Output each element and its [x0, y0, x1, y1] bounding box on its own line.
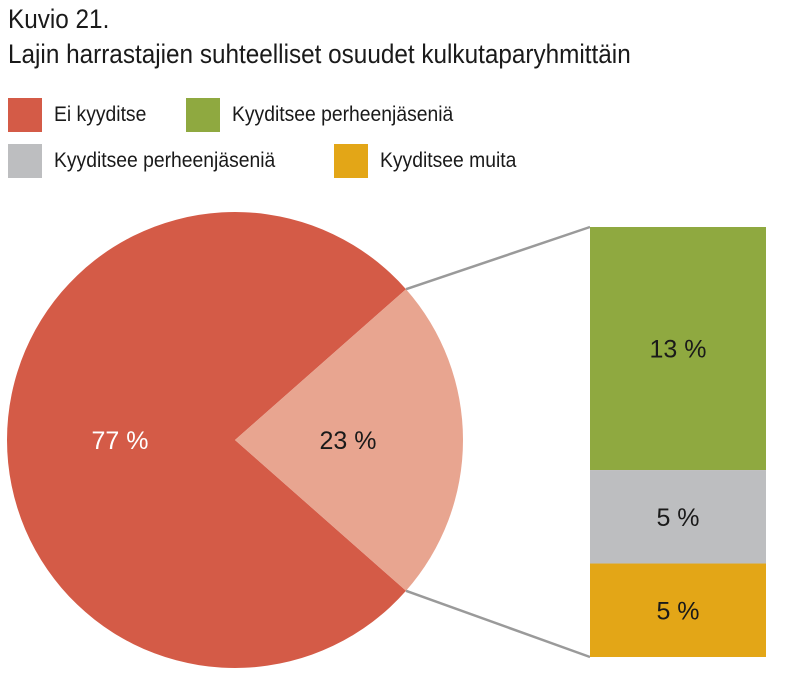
legend-item-kyyditsee-muita: Kyyditsee muita	[334, 144, 528, 178]
legend: Ei kyyditse Kyyditsee perheenjäseniä Kyy…	[8, 98, 648, 182]
legend-item-kyyditsee-perheenjaseni-gray: Kyyditsee perheenjäseniä	[8, 144, 295, 178]
legend-label: Kyyditsee perheenjäseniä	[54, 149, 276, 172]
legend-item-kyyditsee-perheenjaseni-green: Kyyditsee perheenjäseniä	[186, 98, 473, 132]
legend-swatch	[186, 98, 220, 132]
pie-label-secondary: 23 %	[320, 427, 377, 455]
legend-swatch	[334, 144, 368, 178]
pie-slice-kyyditsee	[235, 289, 464, 591]
bar-segment	[590, 563, 766, 657]
bar-segment	[590, 227, 766, 471]
legend-swatch	[8, 144, 42, 178]
legend-label: Kyyditsee muita	[380, 149, 517, 172]
legend-swatch	[8, 98, 42, 132]
connector-line-bottom	[405, 589, 591, 659]
legend-label: Kyyditsee perheenjäseniä	[232, 103, 454, 126]
legend-item-ei-kyyditse: Ei kyyditse	[8, 98, 154, 132]
connector-line-top	[405, 225, 591, 291]
pie-slice-ei-kyyditse	[7, 212, 407, 669]
figure-label: Kuvio 21.	[8, 4, 110, 34]
bar-segment-label: 5 %	[656, 597, 699, 625]
chart-title: Lajin harrastajien suhteelliset osuudet …	[8, 39, 631, 69]
title-block: Kuvio 21. Lajin harrastajien suhteellise…	[8, 2, 700, 72]
bar-segment-label: 5 %	[656, 504, 699, 532]
legend-label: Ei kyyditse	[54, 103, 147, 126]
bar-segment-label: 13 %	[650, 336, 707, 364]
bar-segment	[590, 470, 766, 564]
pie-label-main: 77 %	[92, 427, 149, 455]
